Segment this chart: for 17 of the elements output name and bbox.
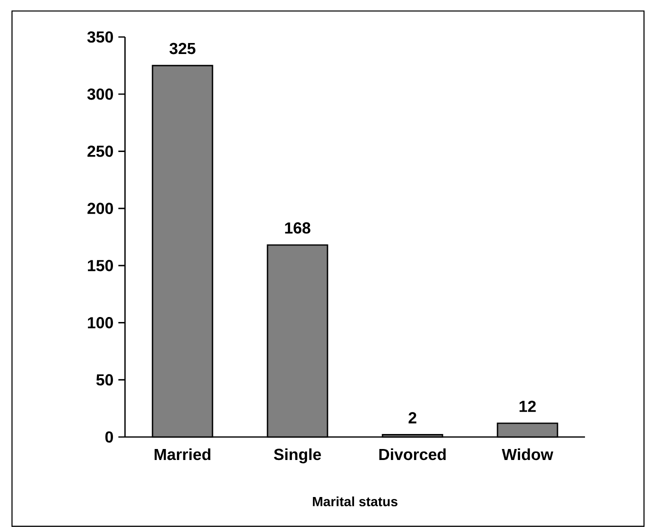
- x-tick-label: Married: [154, 448, 210, 460]
- data-label: 12: [520, 400, 536, 412]
- data-label: 168: [285, 222, 310, 234]
- y-tick-label: 150: [88, 260, 113, 272]
- x-tick-label: Single: [274, 448, 321, 464]
- y-tick-label: 350: [87, 31, 113, 43]
- data-label: 2: [408, 412, 416, 424]
- y-tick-label: 200: [88, 202, 113, 214]
- x-axis-title: Marital status: [312, 496, 398, 506]
- y-tick-label: 250: [88, 146, 113, 157]
- y-tick-label: 300: [87, 88, 113, 100]
- y-tick-label: 50: [96, 374, 113, 386]
- data-label: 325: [170, 42, 196, 54]
- y-tick-label: 100: [88, 317, 113, 328]
- y-tick-label: 0: [105, 431, 113, 443]
- x-tick-label: Divorced: [379, 448, 446, 460]
- x-tick-label: Widow: [502, 448, 554, 460]
